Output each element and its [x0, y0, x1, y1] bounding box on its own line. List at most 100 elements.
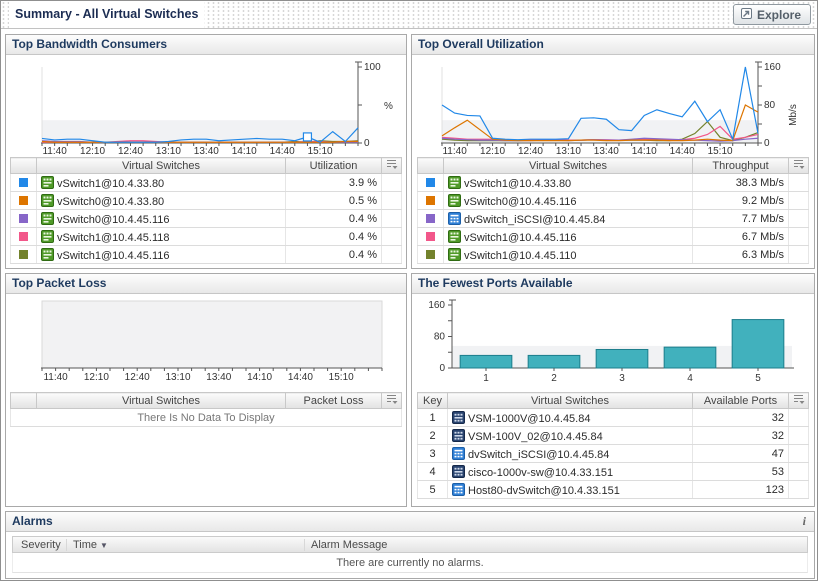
vswitch-green-icon: [41, 229, 57, 244]
value-cell: 123: [692, 480, 789, 499]
table-row[interactable]: vSwitch1@10.4.33.80 38.3 Mb/s: [417, 173, 809, 192]
no-alarms-message: There are currently no alarms.: [12, 553, 808, 573]
virtual-switch-name-cell[interactable]: VSM-100V_02@10.4.45.84: [447, 426, 693, 445]
virtual-switch-name-cell[interactable]: vSwitch1@10.4.33.80: [36, 173, 286, 192]
virtual-switch-name-cell[interactable]: vSwitch0@10.4.45.116: [443, 191, 693, 210]
svg-text:12:10: 12:10: [480, 146, 505, 155]
vswitch-green-icon: [41, 247, 57, 262]
explore-button-label: Explore: [756, 7, 801, 22]
swatch-column-header: [417, 157, 444, 174]
vswitch-green-icon: [41, 211, 57, 226]
virtual-switch-name-cell[interactable]: vSwitch1@10.4.33.80: [443, 173, 693, 192]
column-header-virtual-switches[interactable]: Virtual Switches: [443, 157, 693, 174]
virtual-switch-name-cell[interactable]: dvSwitch_iSCSI@10.4.45.84: [447, 444, 693, 463]
panel-title: Top Bandwidth Consumers: [6, 35, 406, 55]
svg-text:14:40: 14:40: [670, 146, 695, 155]
virtual-switch-name-cell[interactable]: vSwitch1@10.4.45.118: [36, 227, 286, 246]
virtual-switch-name-cell[interactable]: cisco-1000v-sw@10.4.33.151: [447, 462, 693, 481]
table-row[interactable]: dvSwitch_iSCSI@10.4.45.84 7.7 Mb/s: [417, 209, 809, 228]
table-row[interactable]: vSwitch0@10.4.33.80 0.5 %: [10, 191, 402, 210]
virtual-switch-name: vSwitch0@10.4.45.116: [57, 213, 170, 226]
series-color-swatch: [426, 196, 435, 206]
table-row[interactable]: vSwitch1@10.4.45.110 6.3 Mb/s: [417, 245, 809, 264]
table-customizer-icon[interactable]: [381, 157, 402, 174]
series-color-swatch: [426, 178, 435, 188]
value-cell: 47: [692, 444, 789, 463]
column-header-alarm-message[interactable]: Alarm Message: [311, 538, 388, 551]
value-cell: 7.7 Mb/s: [692, 209, 789, 228]
table-customizer-icon[interactable]: [788, 157, 809, 174]
dvswitch-blue-icon: [448, 211, 464, 226]
table-row[interactable]: vSwitch0@10.4.45.116 9.2 Mb/s: [417, 191, 809, 210]
value-cell: 3.9 %: [285, 173, 382, 192]
virtual-switch-name: vSwitch1@10.4.45.116: [464, 231, 577, 244]
table-row[interactable]: 5 Host80-dvSwitch@10.4.33.151 123: [417, 480, 809, 499]
svg-text:Mb/s: Mb/s: [788, 104, 799, 126]
svg-text:15:10: 15:10: [308, 146, 333, 155]
table-row: There Is No Data To Display: [10, 408, 402, 427]
column-header-utilization[interactable]: Utilization: [285, 157, 382, 174]
svg-text:12:40: 12:40: [118, 146, 143, 155]
column-header-severity[interactable]: Severity: [13, 538, 67, 551]
virtual-switch-name-cell[interactable]: vSwitch1@10.4.45.110: [443, 245, 693, 264]
table-row[interactable]: vSwitch1@10.4.45.116 6.7 Mb/s: [417, 227, 809, 246]
svg-text:160: 160: [764, 62, 781, 73]
table-row[interactable]: 2 VSM-100V_02@10.4.45.84 32: [417, 426, 809, 445]
virtual-switch-name: dvSwitch_iSCSI@10.4.45.84: [464, 213, 606, 226]
dvswitch-blue-icon: [452, 482, 468, 497]
page-title: Summary - All Virtual Switches: [9, 1, 205, 28]
virtual-switch-name-cell[interactable]: vSwitch1@10.4.45.116: [36, 245, 286, 264]
key-cell: 4: [417, 462, 448, 481]
table-customizer-icon[interactable]: [788, 392, 809, 409]
column-header-time[interactable]: Time ▼: [67, 538, 305, 551]
svg-text:12:10: 12:10: [80, 146, 105, 155]
column-header-available-ports[interactable]: Available Ports: [692, 392, 789, 409]
table-row[interactable]: vSwitch0@10.4.45.116 0.4 %: [10, 209, 402, 228]
info-icon[interactable]: i: [802, 514, 806, 528]
available-ports-chart[interactable]: 0 80 160 1 2 3 4 5: [412, 294, 814, 390]
vswitch-green-icon: [41, 193, 57, 208]
series-color-cell: [10, 209, 37, 228]
table-row[interactable]: 1 VSM-1000V@10.4.45.84 32: [417, 408, 809, 427]
virtual-switch-name-cell[interactable]: VSM-1000V@10.4.45.84: [447, 408, 693, 427]
value-cell: 6.3 Mb/s: [692, 245, 789, 264]
column-header-virtual-switches[interactable]: Virtual Switches: [36, 157, 286, 174]
svg-text:13:10: 13:10: [556, 146, 581, 155]
vswitch-green-icon: [448, 247, 464, 262]
column-header-virtual-switches[interactable]: Virtual Switches: [36, 392, 286, 409]
column-header-packet-loss[interactable]: Packet Loss: [285, 392, 382, 409]
vsm-navy-icon: [452, 410, 468, 425]
value-cell: 9.2 Mb/s: [692, 191, 789, 210]
explore-button[interactable]: Explore: [732, 4, 811, 25]
panel-title: Alarms i: [6, 512, 814, 532]
packet-loss-chart[interactable]: 11:40 12:10 12:40 13:10 13:40 14:10 14:40 15:10: [6, 294, 406, 390]
table-row[interactable]: vSwitch1@10.4.33.80 3.9 %: [10, 173, 402, 192]
virtual-switch-name-cell[interactable]: Host80-dvSwitch@10.4.33.151: [447, 480, 693, 499]
value-cell: 32: [692, 426, 789, 445]
table-row[interactable]: 4 cisco-1000v-sw@10.4.33.151 53: [417, 462, 809, 481]
virtual-switch-name-cell[interactable]: vSwitch0@10.4.33.80: [36, 191, 286, 210]
value-cell: 32: [692, 408, 789, 427]
bandwidth-table: Virtual Switches Utilization vSwitch1@10…: [10, 157, 402, 264]
svg-text:13:40: 13:40: [206, 372, 231, 383]
vsm-navy-icon: [452, 464, 468, 479]
value-cell: 0.5 %: [285, 191, 382, 210]
virtual-switch-name-cell[interactable]: dvSwitch_iSCSI@10.4.45.84: [443, 209, 693, 228]
column-header-key[interactable]: Key: [417, 392, 448, 409]
bandwidth-chart[interactable]: 0 100 11:40 12:10 12:40 13:10 13:40 14:10 14:40 1…: [6, 55, 406, 155]
column-header-throughput[interactable]: Throughput: [692, 157, 789, 174]
table-customizer-icon[interactable]: [381, 392, 402, 409]
virtual-switch-name-cell[interactable]: vSwitch0@10.4.45.116: [36, 209, 286, 228]
utilization-chart[interactable]: 0 80 160 11:40 12:10 12:40 13:10 13:40 14:10 14:4…: [412, 55, 814, 155]
table-row[interactable]: 3 dvSwitch_iSCSI@10.4.45.84 47: [417, 444, 809, 463]
svg-text:12:40: 12:40: [518, 146, 543, 155]
table-row[interactable]: vSwitch1@10.4.45.118 0.4 %: [10, 227, 402, 246]
table-row[interactable]: vSwitch1@10.4.45.116 0.4 %: [10, 245, 402, 264]
value-cell: 53: [692, 462, 789, 481]
panel-fewest-ports-available: The Fewest Ports Available 0 80 160 1 2 3 4 5 K…: [411, 273, 815, 507]
column-header-virtual-switches[interactable]: Virtual Switches: [447, 392, 693, 409]
series-color-cell: [417, 173, 444, 192]
virtual-switch-name-cell[interactable]: vSwitch1@10.4.45.116: [443, 227, 693, 246]
svg-text:12:40: 12:40: [125, 372, 150, 383]
